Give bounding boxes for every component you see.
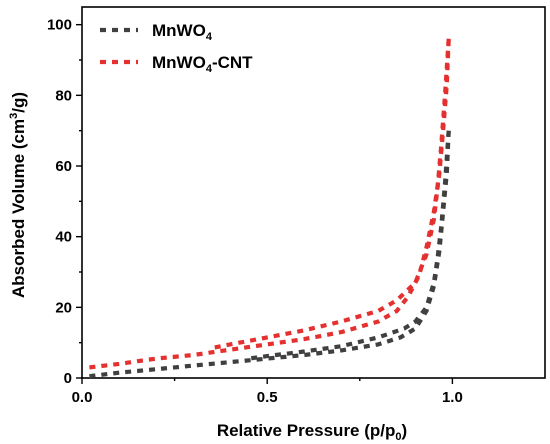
series-line-desorption xyxy=(211,38,451,351)
y-axis-title: Absorbed Volume (cm3/g) xyxy=(8,92,28,298)
plot-frame xyxy=(81,6,546,379)
legend-label-mnwo4: MnWO4 xyxy=(152,21,213,43)
x-tick-label: 0.5 xyxy=(257,389,278,406)
series-mnwo4 xyxy=(89,130,451,379)
series-line-adsorption xyxy=(89,130,451,379)
y-tick-label: 60 xyxy=(55,158,72,175)
y-axis-ticks: 0 20 40 60 80 100 xyxy=(47,17,82,387)
y-tick-label: 20 xyxy=(55,299,72,316)
series-line-desorption xyxy=(248,130,451,361)
plot-border xyxy=(81,6,546,379)
y-tick-label: 40 xyxy=(55,229,72,246)
x-tick-label: 0.0 xyxy=(72,389,93,406)
series-line-adsorption xyxy=(89,38,451,370)
series-layer xyxy=(89,38,451,379)
x-axis-ticks: 0.0 0.5 1.0 xyxy=(72,378,463,406)
y-tick-label: 0 xyxy=(64,370,72,387)
legend-item-mnwo4-cnt: MnWO4-CNT xyxy=(100,53,253,75)
y-tick-label: 80 xyxy=(55,87,72,104)
x-axis-title: Relative Pressure (p/p0) xyxy=(217,421,407,443)
legend-item-mnwo4: MnWO4 xyxy=(100,21,213,43)
x-tick-label: 1.0 xyxy=(442,389,463,406)
legend-label-mnwo4-cnt: MnWO4-CNT xyxy=(152,53,253,75)
y-tick-label: 100 xyxy=(47,17,72,34)
legend: MnWO4 MnWO4-CNT xyxy=(100,21,253,75)
series-mnwo4-cnt xyxy=(89,38,451,370)
